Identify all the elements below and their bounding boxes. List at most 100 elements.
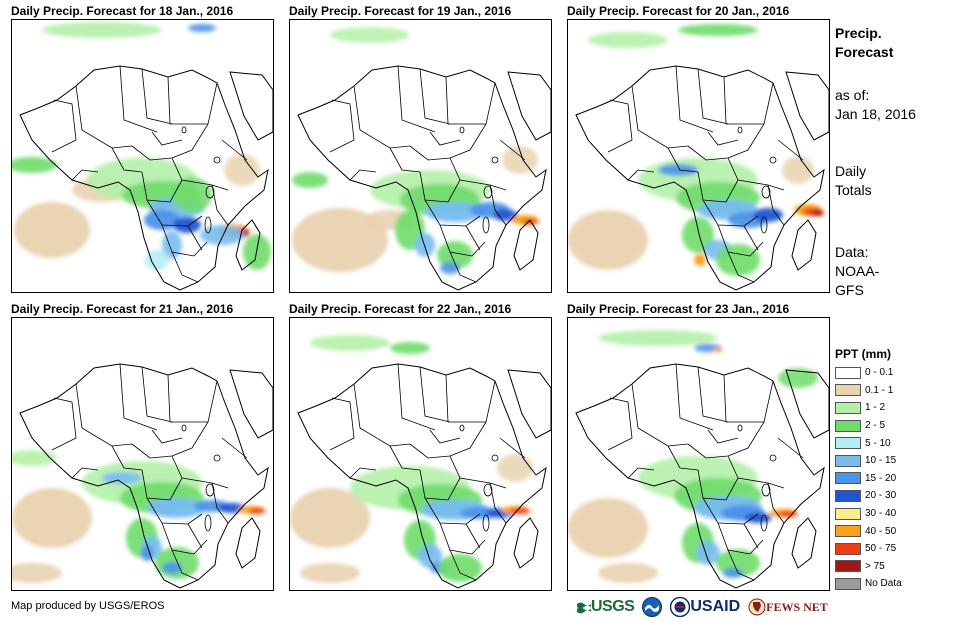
country-border: [717, 224, 764, 257]
precip-blob: [249, 508, 265, 514]
map-credit: Map produced by USGS/EROS: [11, 600, 165, 612]
legend-item: 10 - 15: [835, 452, 955, 470]
panel-title: Daily Precip. Forecast for 19 Jan., 2016: [289, 4, 512, 18]
coastline: [229, 71, 273, 141]
country-border: [141, 171, 183, 203]
forecast-panel-2: Daily Precip. Forecast for 19 Jan., 2016: [289, 3, 552, 293]
lake-outline: [760, 514, 768, 532]
legend-swatch: [835, 560, 861, 573]
precip-blob: [12, 488, 92, 548]
legend-swatch: [835, 525, 861, 538]
country-border: [161, 224, 208, 257]
legend-label: 50 - 75: [865, 543, 897, 555]
africa-map: [290, 335, 551, 589]
precip-blob: [510, 508, 530, 514]
coastline: [297, 65, 547, 291]
country-border: [723, 76, 727, 125]
lake-outline: [204, 514, 212, 532]
side-asof-line2: Jan 18, 2016: [835, 106, 916, 122]
legend-item: 2 - 5: [835, 417, 955, 435]
lake-outline: [181, 424, 187, 432]
country-border: [707, 429, 739, 444]
legend-item: > 75: [835, 558, 955, 576]
precip-blob: [243, 234, 271, 270]
precip-blob: [425, 202, 485, 222]
lake-outline: [213, 454, 221, 462]
country-border: [170, 82, 218, 125]
side-data-line2: NOAA-: [835, 263, 880, 279]
precip-field: [568, 330, 818, 583]
country-border: [717, 522, 764, 555]
country-border: [727, 549, 755, 581]
country-border: [419, 469, 461, 501]
country-border: [75, 383, 133, 447]
precip-blob: [568, 498, 648, 558]
country-border: [424, 199, 481, 227]
country-border: [171, 251, 199, 283]
side-totals: Daily Totals: [835, 162, 872, 200]
precip-blob: [744, 513, 772, 523]
country-border: [465, 523, 481, 549]
legend-item: 50 - 75: [835, 540, 955, 558]
precip-blob: [713, 348, 723, 352]
country-border: [151, 131, 183, 146]
lake-outline: [482, 514, 490, 532]
lake-outline: [459, 424, 465, 432]
country-border: [111, 445, 143, 471]
legend-label: 0.1 - 1: [865, 384, 894, 396]
legend-rows: 0 - 0.1 0.1 - 1 1 - 2 2 - 5 5 - 10 10 - 15 15 …: [835, 364, 955, 593]
legend-label: 15 - 20: [865, 472, 897, 484]
country-border: [349, 169, 377, 181]
country-border: [146, 199, 203, 227]
country-border: [397, 65, 436, 133]
lake-outline: [761, 185, 771, 199]
usgs-wave-icon: [577, 602, 591, 614]
country-border: [419, 366, 451, 423]
precip-blob: [694, 254, 706, 266]
coastline: [785, 369, 829, 439]
country-border: [409, 421, 487, 459]
legend-item: No Data: [835, 575, 955, 593]
lake-outline: [737, 126, 743, 134]
legend-label: 30 - 40: [865, 508, 897, 520]
country-border: [171, 549, 199, 581]
precip-blob: [300, 563, 360, 583]
africa-map: [568, 24, 829, 291]
legend-swatch: [835, 454, 861, 467]
country-border: [449, 251, 477, 283]
precip-blob: [292, 172, 328, 188]
country-border: [75, 85, 133, 149]
legend-label: 1 - 2: [865, 402, 886, 414]
precip-blob: [568, 210, 648, 270]
precip-field: [12, 450, 266, 583]
side-data-source: Data: NOAA- GFS: [835, 243, 879, 300]
coastline: [791, 219, 817, 271]
precip-blob: [418, 544, 442, 568]
panel-title: Daily Precip. Forecast for 23 Jan., 2016: [567, 302, 790, 316]
country-border: [131, 123, 209, 161]
legend-item: 0 - 0.1: [835, 364, 955, 382]
panel-title: Daily Precip. Forecast for 22 Jan., 2016: [289, 302, 512, 316]
legend-item: 20 - 30: [835, 487, 955, 505]
precip-blob: [598, 563, 658, 583]
country-border: [424, 497, 481, 525]
legend-swatch: [835, 577, 861, 590]
country-border: [449, 157, 507, 191]
coastline: [575, 363, 825, 589]
precip-blob: [172, 177, 212, 213]
precip-blob: [678, 24, 758, 36]
logo-strip: USGS USAID FEWS NET: [577, 594, 836, 620]
panel-title: Daily Precip. Forecast for 20 Jan., 2016: [567, 4, 790, 18]
country-border: [687, 123, 765, 161]
precip-blob: [12, 563, 62, 583]
country-border: [727, 251, 755, 283]
country-border: [221, 437, 248, 459]
precip-blob: [200, 225, 244, 245]
country-border: [151, 429, 183, 444]
side-data-line3: GFS: [835, 282, 864, 298]
legend-label: 20 - 30: [865, 490, 897, 502]
lake-outline: [491, 156, 499, 164]
side-totals-line1: Daily: [835, 163, 867, 179]
legend: PPT (mm) 0 - 0.1 0.1 - 1 1 - 2 2 - 5 5 - 10 1…: [835, 346, 955, 593]
usaid-logo: USAID: [670, 597, 740, 617]
